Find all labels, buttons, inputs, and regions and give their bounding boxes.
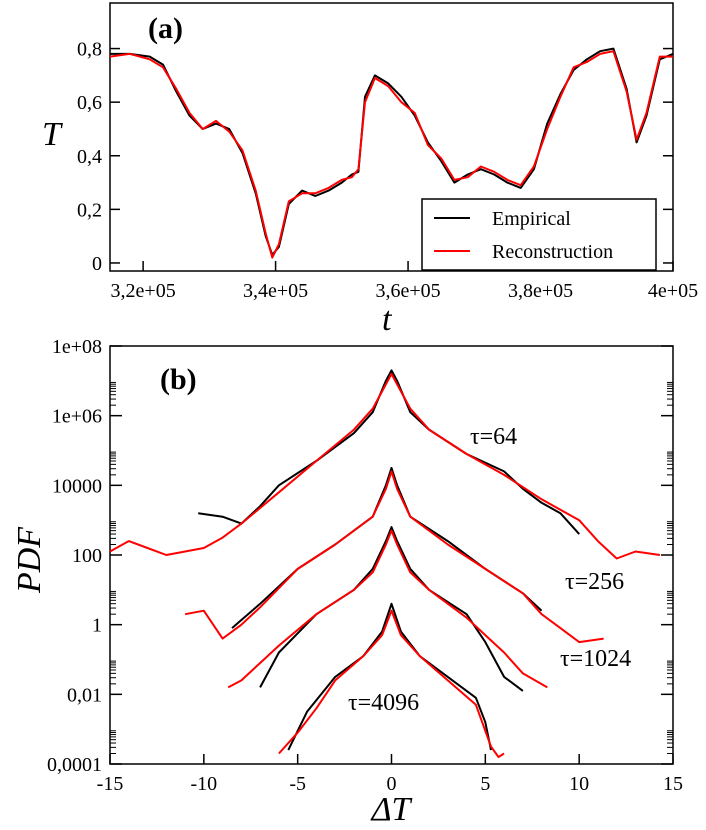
b-y-tick-label: 1 [92,615,102,637]
b-x-tick-label: 15 [663,773,683,795]
panel-b-series-layer [109,369,661,758]
b-x-tick-label: 0 [387,773,397,795]
panel-a-legend: Empirical Reconstruction [421,198,657,271]
legend-label-reconstruction: Reconstruction [492,241,613,263]
b-y-tick-label: 1e+08 [52,336,102,358]
panel-a-label: (a) [148,12,183,45]
a-x-tick-label: 3,8e+05 [508,280,573,302]
b-x-tick-label: 10 [569,773,589,795]
b-y-tick-label: 100 [72,545,102,567]
b-y-tick-label: 0,01 [67,684,102,706]
annotation-tau-1024: τ=1024 [560,646,631,672]
b-series-reconstruction-256 [184,470,604,644]
panel-a-time-series: 3,2e+05 3,4e+05 3,6e+05 3,8e+05 4e+05 0 0,2 0,4… [42,2,698,338]
a-y-tick-label: 0,6 [77,92,102,114]
panel-a-series-layer [109,47,674,259]
a-y-tick-label: 0,2 [77,199,102,221]
panel-b-label: (b) [160,363,197,396]
b-series-empirical-4096 [287,602,492,751]
panel-b-pdf: -15 -10 -5 0 5 10 15 0,0001 0,01 1 100 10000 1e+06 1e… [11,336,683,828]
a-x-tick-label: 4e+05 [648,280,698,302]
legend-box [421,198,657,271]
b-x-tick-label: 5 [480,773,490,795]
a-x-tick-label: 3,4e+05 [243,280,308,302]
a-y-tick-label: 0 [92,253,102,275]
annotation-tau-64: τ=64 [470,424,517,450]
b-y-tick-label: 1e+06 [52,406,102,428]
b-series-empirical-1024 [259,526,524,692]
panel-b-axes: -15 -10 -5 0 5 10 15 0,0001 0,01 1 100 10000 1e+06 1e… [47,336,683,795]
b-x-tick-label: -10 [190,773,217,795]
annotation-tau-4096: τ=4096 [348,690,419,716]
panel-a-x-axis-title: t [382,301,393,338]
b-series-empirical-64 [198,369,580,535]
a-series-reconstruction [109,50,673,259]
b-y-tick-label: 0,0001 [47,754,102,776]
panel-a-y-axis-title: T [42,116,63,153]
b-series-reconstruction-1024 [227,529,548,689]
legend-label-empirical: Empirical [492,208,571,230]
b-y-tick-label: 10000 [52,475,102,497]
a-x-tick-label: 3,6e+05 [375,280,440,302]
panel-b-y-axis-title: PDF [11,526,48,594]
b-series-reconstruction-4096 [278,609,505,758]
b-x-tick-label: -5 [289,773,306,795]
a-y-tick-label: 0,4 [77,146,102,168]
panel-b-x-axis-title: ΔT [370,791,413,828]
a-y-tick-label: 0,8 [77,39,102,61]
annotation-tau-256: τ=256 [565,569,624,595]
b-series-reconstruction-64 [109,372,661,560]
panel-a-axes: 3,2e+05 3,4e+05 3,6e+05 3,8e+05 4e+05 0 0,2 0,4… [77,39,698,302]
b-x-tick-label: -15 [97,773,124,795]
panel-a-frame [109,2,674,272]
a-x-tick-label: 3,2e+05 [111,280,176,302]
